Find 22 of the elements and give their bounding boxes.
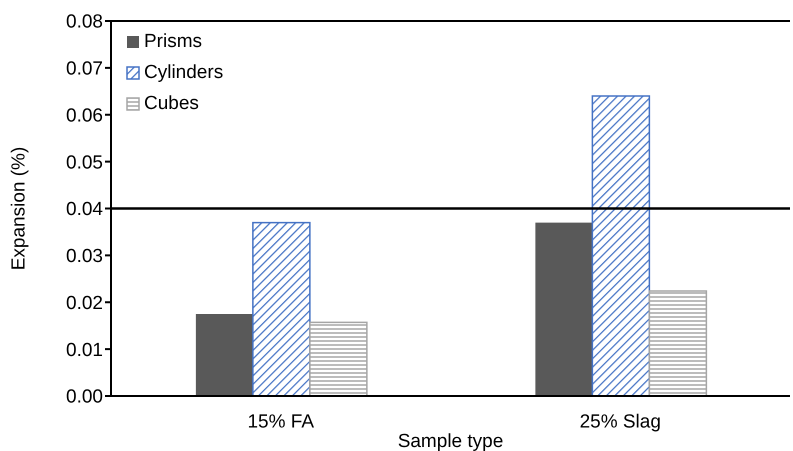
x-tick-label: 25% Slag: [580, 411, 661, 432]
legend-label: Cubes: [144, 92, 199, 114]
y-tick-label: 0.04: [66, 199, 104, 220]
y-tick-label: 0.08: [66, 12, 103, 33]
bar: [309, 322, 368, 396]
bar: [196, 314, 253, 396]
y-tick-label: 0.03: [66, 246, 103, 268]
y-tick-label: 0.00: [66, 386, 103, 408]
bar: [648, 290, 708, 396]
y-tick-label: 0.02: [66, 292, 103, 314]
x-tick-label: 15% FA: [247, 411, 314, 432]
legend-label: Prisms: [144, 30, 202, 52]
bar: [252, 222, 311, 396]
x-axis-title: Sample type: [398, 431, 504, 451]
y-axis-title: Expansion (%): [8, 146, 30, 270]
bar: [592, 95, 650, 396]
y-tick-label: 0.07: [66, 58, 103, 80]
bar: [535, 222, 592, 396]
y-tick-label: 0.05: [66, 152, 103, 174]
y-tick-label: 0.01: [66, 340, 103, 361]
legend-label: Cylinders: [144, 62, 224, 84]
y-tick-label: 0.06: [66, 105, 103, 126]
